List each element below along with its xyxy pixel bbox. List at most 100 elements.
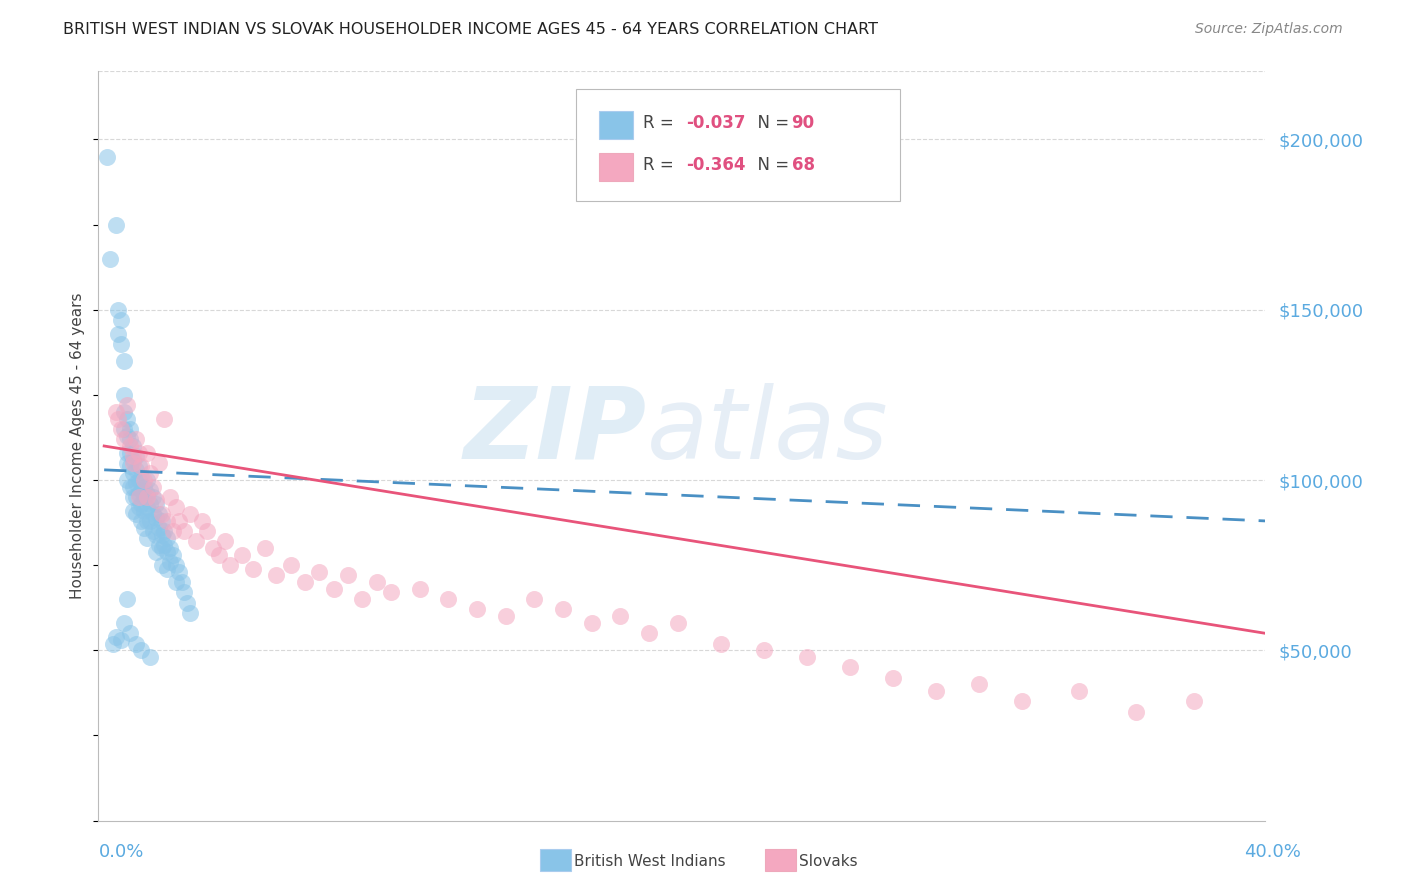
Point	[523, 592, 546, 607]
Point	[159, 490, 181, 504]
Point	[142, 490, 165, 504]
Point	[336, 568, 359, 582]
Point	[118, 459, 141, 474]
Point	[219, 558, 242, 573]
Point	[838, 660, 860, 674]
Point	[551, 602, 574, 616]
Point	[121, 490, 143, 504]
Point	[118, 626, 141, 640]
Point	[150, 527, 173, 541]
Point	[150, 507, 173, 521]
Point	[148, 507, 170, 521]
Point	[142, 524, 165, 538]
Point	[134, 504, 156, 518]
Point	[134, 490, 156, 504]
Point	[190, 514, 212, 528]
Point	[308, 565, 330, 579]
Point	[173, 585, 195, 599]
Point	[136, 531, 159, 545]
Text: atlas: atlas	[647, 383, 889, 480]
Point	[159, 555, 181, 569]
Point	[882, 671, 904, 685]
Point	[214, 534, 236, 549]
Point	[924, 684, 946, 698]
Point	[112, 405, 135, 419]
Point	[165, 575, 187, 590]
Point	[752, 643, 775, 657]
Point	[115, 446, 138, 460]
Point	[165, 500, 187, 515]
Point	[125, 490, 148, 504]
Point	[139, 497, 162, 511]
Point	[134, 480, 156, 494]
Point	[165, 558, 187, 573]
Point	[118, 480, 141, 494]
Point	[231, 548, 253, 562]
Point	[131, 643, 153, 657]
Point	[167, 565, 190, 579]
Point	[1125, 705, 1147, 719]
Point	[104, 630, 127, 644]
Text: 90: 90	[792, 114, 814, 132]
Point	[1067, 684, 1090, 698]
Point	[150, 514, 173, 528]
Point	[1182, 694, 1205, 708]
Point	[125, 476, 148, 491]
Point	[104, 218, 127, 232]
Point	[153, 524, 176, 538]
Point	[142, 507, 165, 521]
Point	[128, 473, 150, 487]
Point	[112, 432, 135, 446]
Point	[796, 650, 818, 665]
Point	[112, 354, 135, 368]
Text: 0.0%: 0.0%	[98, 843, 143, 861]
Text: R =: R =	[643, 156, 679, 174]
Point	[104, 405, 127, 419]
Text: -0.364: -0.364	[686, 156, 745, 174]
Point	[666, 616, 689, 631]
Point	[176, 596, 198, 610]
Y-axis label: Householder Income Ages 45 - 64 years: Householder Income Ages 45 - 64 years	[70, 293, 86, 599]
Point	[131, 459, 153, 474]
Point	[125, 463, 148, 477]
Point	[380, 585, 402, 599]
Point	[150, 558, 173, 573]
Point	[121, 449, 143, 463]
Point	[121, 504, 143, 518]
Point	[112, 422, 135, 436]
Point	[128, 446, 150, 460]
Point	[195, 524, 218, 538]
Point	[115, 592, 138, 607]
Point	[156, 561, 179, 575]
Point	[115, 398, 138, 412]
Point	[115, 456, 138, 470]
Point	[162, 524, 184, 538]
Text: -0.037: -0.037	[686, 114, 745, 132]
Point	[128, 490, 150, 504]
Point	[1011, 694, 1033, 708]
Text: BRITISH WEST INDIAN VS SLOVAK HOUSEHOLDER INCOME AGES 45 - 64 YEARS CORRELATION : BRITISH WEST INDIAN VS SLOVAK HOUSEHOLDE…	[63, 22, 879, 37]
Point	[352, 592, 374, 607]
Point	[125, 636, 148, 650]
Point	[107, 302, 129, 317]
Point	[115, 411, 138, 425]
Point	[242, 561, 264, 575]
Point	[131, 514, 153, 528]
Point	[156, 544, 179, 558]
Point	[118, 422, 141, 436]
Point	[98, 252, 121, 266]
Point	[408, 582, 430, 596]
Point	[112, 616, 135, 631]
Point	[153, 538, 176, 552]
Point	[208, 548, 231, 562]
Point	[150, 541, 173, 556]
Point	[142, 480, 165, 494]
Point	[118, 439, 141, 453]
Point	[159, 541, 181, 556]
Point	[121, 456, 143, 470]
Point	[156, 514, 179, 528]
Point	[110, 633, 132, 648]
Point	[121, 452, 143, 467]
Point	[128, 459, 150, 474]
Point	[465, 602, 488, 616]
